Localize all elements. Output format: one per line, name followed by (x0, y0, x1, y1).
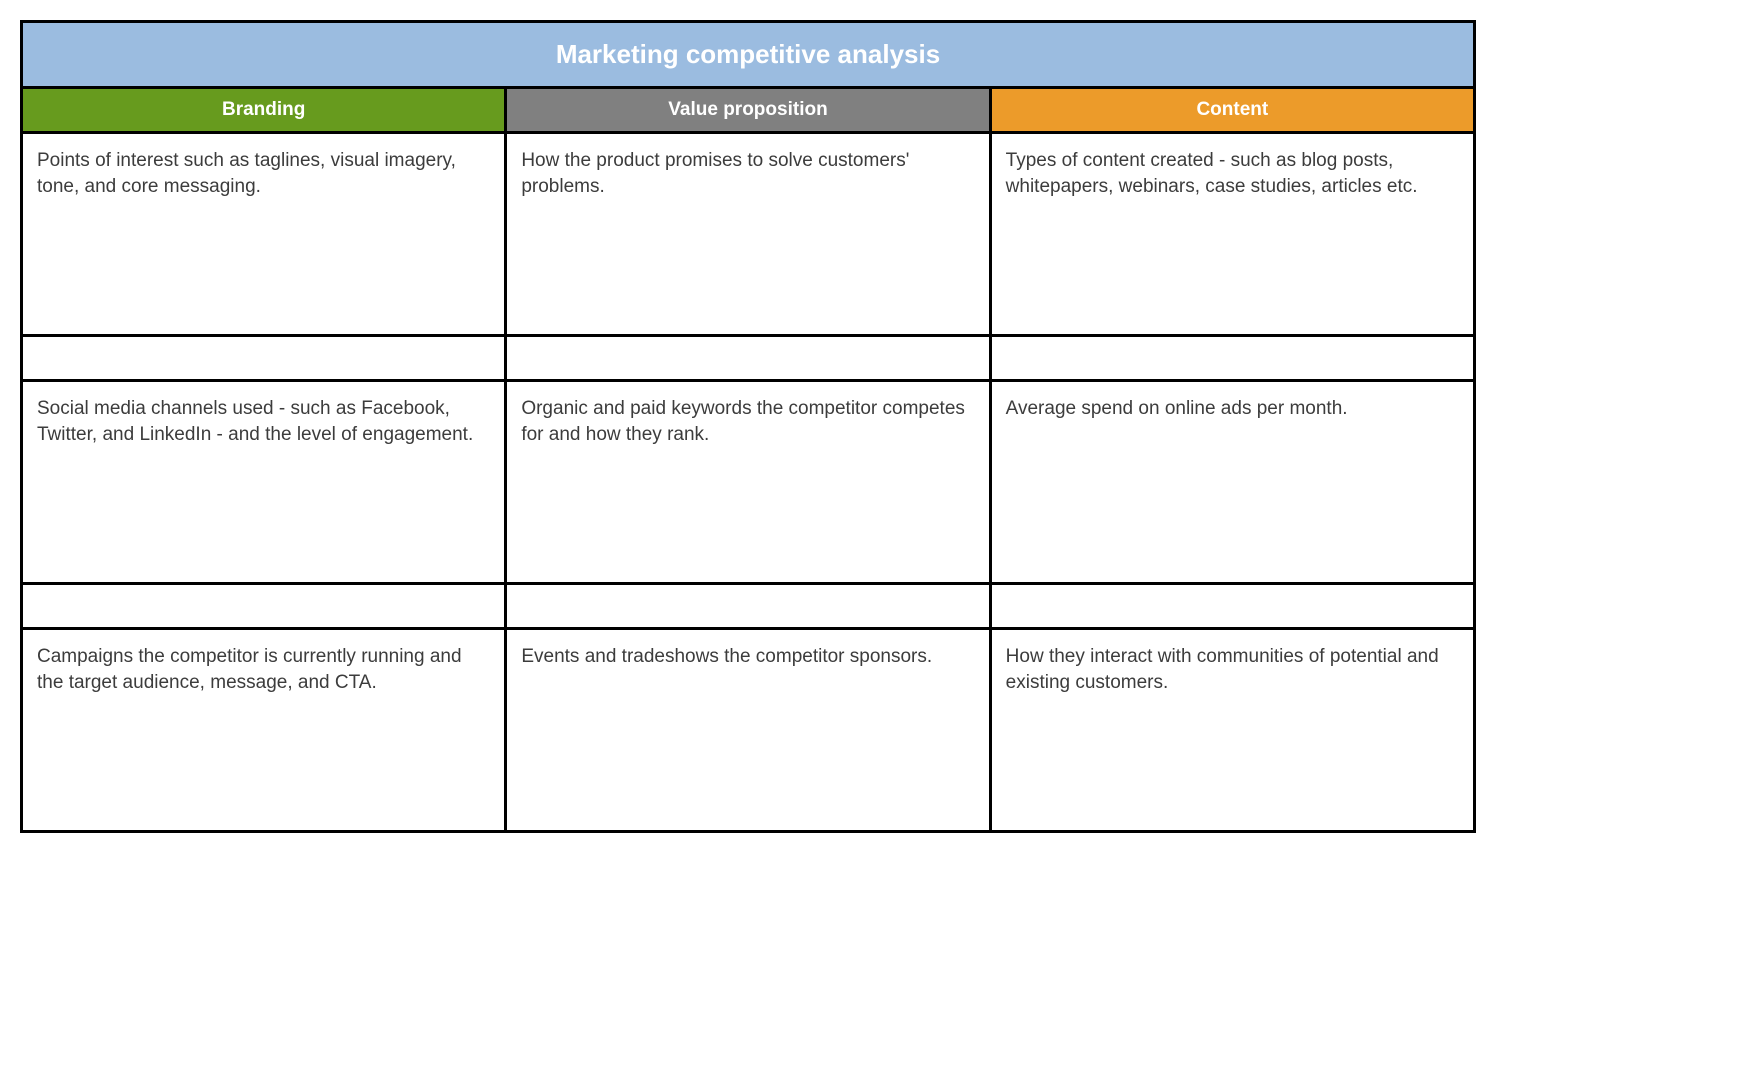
header-campaigns: Campaigns (23, 585, 507, 627)
body-advertising-spend: Average spend on online ads per month. (992, 382, 1473, 582)
body-events: Events and tradeshows the competitor spo… (507, 630, 991, 830)
header-events: Events (507, 585, 991, 627)
analysis-table: Marketing competitive analysis Branding … (20, 20, 1476, 833)
body-content: Types of content created - such as blog … (992, 134, 1473, 334)
body-branding: Points of interest such as taglines, vis… (23, 134, 507, 334)
header-advertising-spend: Advertising spend (992, 337, 1473, 379)
header-branding: Branding (23, 89, 507, 131)
section-row-1: Social media Keywords Advertising spend … (23, 337, 1473, 585)
body-community: How they interact with communities of po… (992, 630, 1473, 830)
header-row-1: Social media Keywords Advertising spend (23, 337, 1473, 382)
header-community: Community (992, 585, 1473, 627)
section-row-0: Branding Value proposition Content Point… (23, 89, 1473, 337)
body-campaigns: Campaigns the competitor is currently ru… (23, 630, 507, 830)
header-keywords: Keywords (507, 337, 991, 379)
header-row-0: Branding Value proposition Content (23, 89, 1473, 134)
body-row-2: Campaigns the competitor is currently ru… (23, 630, 1473, 830)
header-value-proposition: Value proposition (507, 89, 991, 131)
body-row-1: Social media channels used - such as Fac… (23, 382, 1473, 582)
body-row-0: Points of interest such as taglines, vis… (23, 134, 1473, 334)
header-row-2: Campaigns Events Community (23, 585, 1473, 630)
table-title: Marketing competitive analysis (23, 23, 1473, 89)
body-value-proposition: How the product promises to solve custom… (507, 134, 991, 334)
body-social-media: Social media channels used - such as Fac… (23, 382, 507, 582)
section-row-2: Campaigns Events Community Campaigns the… (23, 585, 1473, 830)
header-content: Content (992, 89, 1473, 131)
header-social-media: Social media (23, 337, 507, 379)
body-keywords: Organic and paid keywords the competitor… (507, 382, 991, 582)
